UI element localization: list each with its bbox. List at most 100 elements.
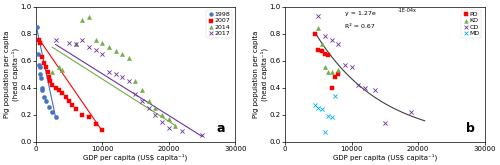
- CD: [321, 35, 329, 38]
- 2007: [44, 70, 52, 73]
- KD: [328, 70, 336, 73]
- Legend: PD, KD, CD, MD: PD, KD, CD, MD: [461, 10, 481, 38]
- 2007: [36, 42, 44, 44]
- 2014: [125, 57, 133, 59]
- PD: [328, 86, 336, 89]
- PD: [311, 32, 319, 35]
- 2007: [46, 80, 54, 82]
- Text: a: a: [217, 122, 226, 135]
- 2017: [65, 42, 73, 44]
- 1998: [38, 86, 46, 89]
- 2014: [92, 39, 100, 42]
- 2007: [72, 108, 80, 111]
- PD: [334, 73, 342, 76]
- 2014: [85, 16, 93, 19]
- 1998: [40, 96, 48, 99]
- 2017: [98, 53, 106, 55]
- 1998: [48, 111, 56, 113]
- Y-axis label: Pig population per capita
(head capita⁻¹): Pig population per capita (head capita⁻¹…: [4, 31, 19, 118]
- 2017: [178, 130, 186, 132]
- MD: [324, 115, 332, 117]
- 2017: [52, 39, 60, 42]
- CD: [341, 64, 349, 66]
- 1998: [36, 66, 44, 69]
- MD: [328, 116, 336, 119]
- CD: [334, 43, 342, 46]
- CD: [381, 122, 389, 124]
- 2007: [40, 62, 48, 65]
- KD: [314, 27, 322, 30]
- 2017: [118, 76, 126, 78]
- 2014: [72, 43, 80, 46]
- 1998: [34, 53, 42, 55]
- CD: [348, 66, 356, 69]
- CD: [371, 89, 379, 92]
- 2014: [78, 19, 86, 21]
- 2017: [125, 80, 133, 82]
- 2007: [38, 55, 46, 58]
- 1998: [35, 64, 43, 66]
- 1998: [36, 73, 44, 76]
- PD: [314, 49, 322, 51]
- 2017: [85, 46, 93, 49]
- 2007: [48, 84, 56, 86]
- MD: [314, 107, 322, 109]
- 2014: [112, 50, 120, 53]
- KD: [324, 70, 332, 73]
- 2014: [145, 100, 153, 103]
- 2007: [98, 128, 106, 131]
- 1998: [38, 89, 46, 92]
- 2007: [78, 113, 86, 116]
- Text: R² = 0.67: R² = 0.67: [345, 24, 374, 29]
- 2017: [105, 70, 113, 73]
- 2007: [58, 92, 66, 94]
- 2007: [55, 89, 63, 92]
- PD: [321, 53, 329, 55]
- MD: [318, 108, 326, 111]
- PD: [318, 50, 326, 53]
- 2017: [138, 100, 146, 103]
- PD: [331, 76, 339, 78]
- 2017: [132, 93, 140, 96]
- KD: [318, 43, 326, 46]
- 1998: [33, 26, 41, 28]
- MD: [331, 95, 339, 97]
- 2007: [65, 100, 73, 103]
- X-axis label: GDP per capita (US$ capita⁻¹): GDP per capita (US$ capita⁻¹): [84, 153, 188, 161]
- MD: [321, 131, 329, 134]
- 2007: [45, 76, 53, 78]
- 2017: [164, 127, 172, 130]
- 2017: [152, 113, 160, 116]
- KD: [321, 66, 329, 69]
- 2014: [138, 89, 146, 92]
- 2017: [112, 73, 120, 76]
- CD: [314, 15, 322, 17]
- 2014: [58, 69, 66, 71]
- 2014: [152, 107, 160, 109]
- CD: [361, 86, 369, 89]
- 2014: [55, 66, 63, 69]
- 2014: [105, 46, 113, 49]
- 2014: [172, 124, 179, 127]
- 2017: [78, 39, 86, 42]
- 2007: [35, 39, 43, 42]
- CD: [408, 111, 416, 113]
- 2014: [158, 113, 166, 116]
- Text: b: b: [466, 122, 474, 135]
- CD: [328, 39, 336, 42]
- 2007: [52, 86, 60, 89]
- 2007: [85, 116, 93, 119]
- 2017: [92, 49, 100, 51]
- 2014: [164, 117, 172, 120]
- 2014: [118, 53, 126, 55]
- MD: [311, 104, 319, 107]
- 2014: [132, 80, 140, 82]
- 2014: [48, 70, 56, 73]
- 2007: [42, 66, 50, 69]
- 1998: [37, 77, 45, 80]
- Text: y = 1.27e: y = 1.27e: [345, 11, 376, 16]
- 2007: [62, 96, 70, 99]
- 2014: [98, 42, 106, 44]
- 2017: [145, 107, 153, 109]
- 2017: [198, 134, 206, 136]
